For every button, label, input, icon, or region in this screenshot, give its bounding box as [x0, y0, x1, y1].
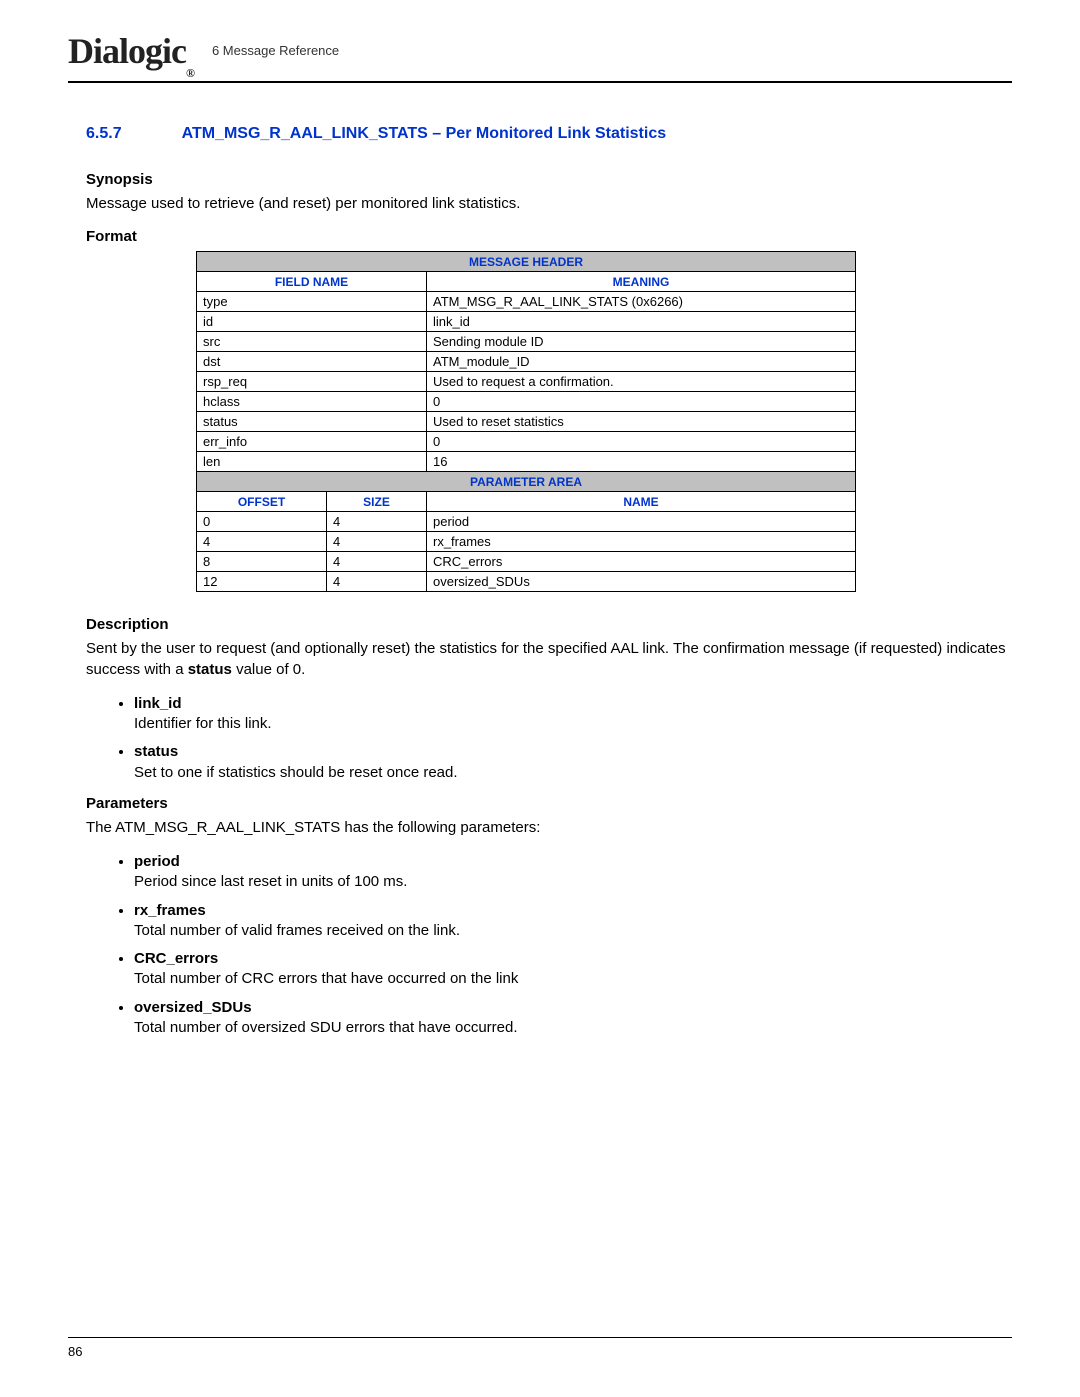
description-heading: Description [86, 616, 1012, 633]
list-item: CRC_errorsTotal number of CRC errors tha… [134, 949, 1012, 990]
list-item: periodPeriod since last reset in units o… [134, 852, 1012, 893]
section-name: ATM_MSG_R_AAL_LINK_STATS – Per Monitored… [182, 125, 667, 142]
table-row: dstATM_module_ID [197, 352, 856, 372]
page-footer: 86 [68, 1337, 1012, 1359]
table-row: srcSending module ID [197, 332, 856, 352]
description-text: Sent by the user to request (and optiona… [86, 639, 1012, 680]
format-table: MESSAGE HEADER FIELD NAME MEANING typeAT… [196, 251, 856, 592]
name-label: NAME [427, 492, 856, 512]
table-row: 124oversized_SDUs [197, 572, 856, 592]
list-item: statusSet to one if statistics should be… [134, 742, 1012, 783]
table-row: 04period [197, 512, 856, 532]
format-heading: Format [86, 228, 1012, 245]
meaning-label: MEANING [427, 272, 856, 292]
section-title: 6.5.7 ATM_MSG_R_AAL_LINK_STATS – Per Moni… [86, 125, 1012, 143]
message-header-label: MESSAGE HEADER [197, 252, 856, 272]
logo-reg: ® [186, 66, 194, 80]
logo-text: Dialogic [68, 31, 186, 71]
parameter-area-label: PARAMETER AREA [197, 472, 856, 492]
chapter-reference: 6 Message Reference [212, 43, 339, 58]
table-row: statusUsed to reset statistics [197, 412, 856, 432]
logo: Dialogic® [68, 30, 194, 75]
table-row: idlink_id [197, 312, 856, 332]
page-number: 86 [68, 1344, 82, 1359]
table-row: len16 [197, 452, 856, 472]
table-row: 84CRC_errors [197, 552, 856, 572]
list-item: oversized_SDUsTotal number of oversized … [134, 998, 1012, 1039]
field-name-label: FIELD NAME [197, 272, 427, 292]
section-number: 6.5.7 [86, 125, 122, 142]
table-row: hclass0 [197, 392, 856, 412]
table-row: err_info0 [197, 432, 856, 452]
description-list: link_idIdentifier for this link. statusS… [134, 694, 1012, 783]
size-label: SIZE [327, 492, 427, 512]
table-row: typeATM_MSG_R_AAL_LINK_STATS (0x6266) [197, 292, 856, 312]
page-header: Dialogic® 6 Message Reference [68, 30, 1012, 83]
parameters-list: periodPeriod since last reset in units o… [134, 852, 1012, 1038]
parameters-heading: Parameters [86, 795, 1012, 812]
list-item: link_idIdentifier for this link. [134, 694, 1012, 735]
table-row: rsp_reqUsed to request a confirmation. [197, 372, 856, 392]
offset-label: OFFSET [197, 492, 327, 512]
parameters-intro: The ATM_MSG_R_AAL_LINK_STATS has the fol… [86, 818, 1012, 838]
synopsis-heading: Synopsis [86, 171, 1012, 188]
list-item: rx_framesTotal number of valid frames re… [134, 901, 1012, 942]
synopsis-text: Message used to retrieve (and reset) per… [86, 194, 1012, 214]
table-row: 44rx_frames [197, 532, 856, 552]
